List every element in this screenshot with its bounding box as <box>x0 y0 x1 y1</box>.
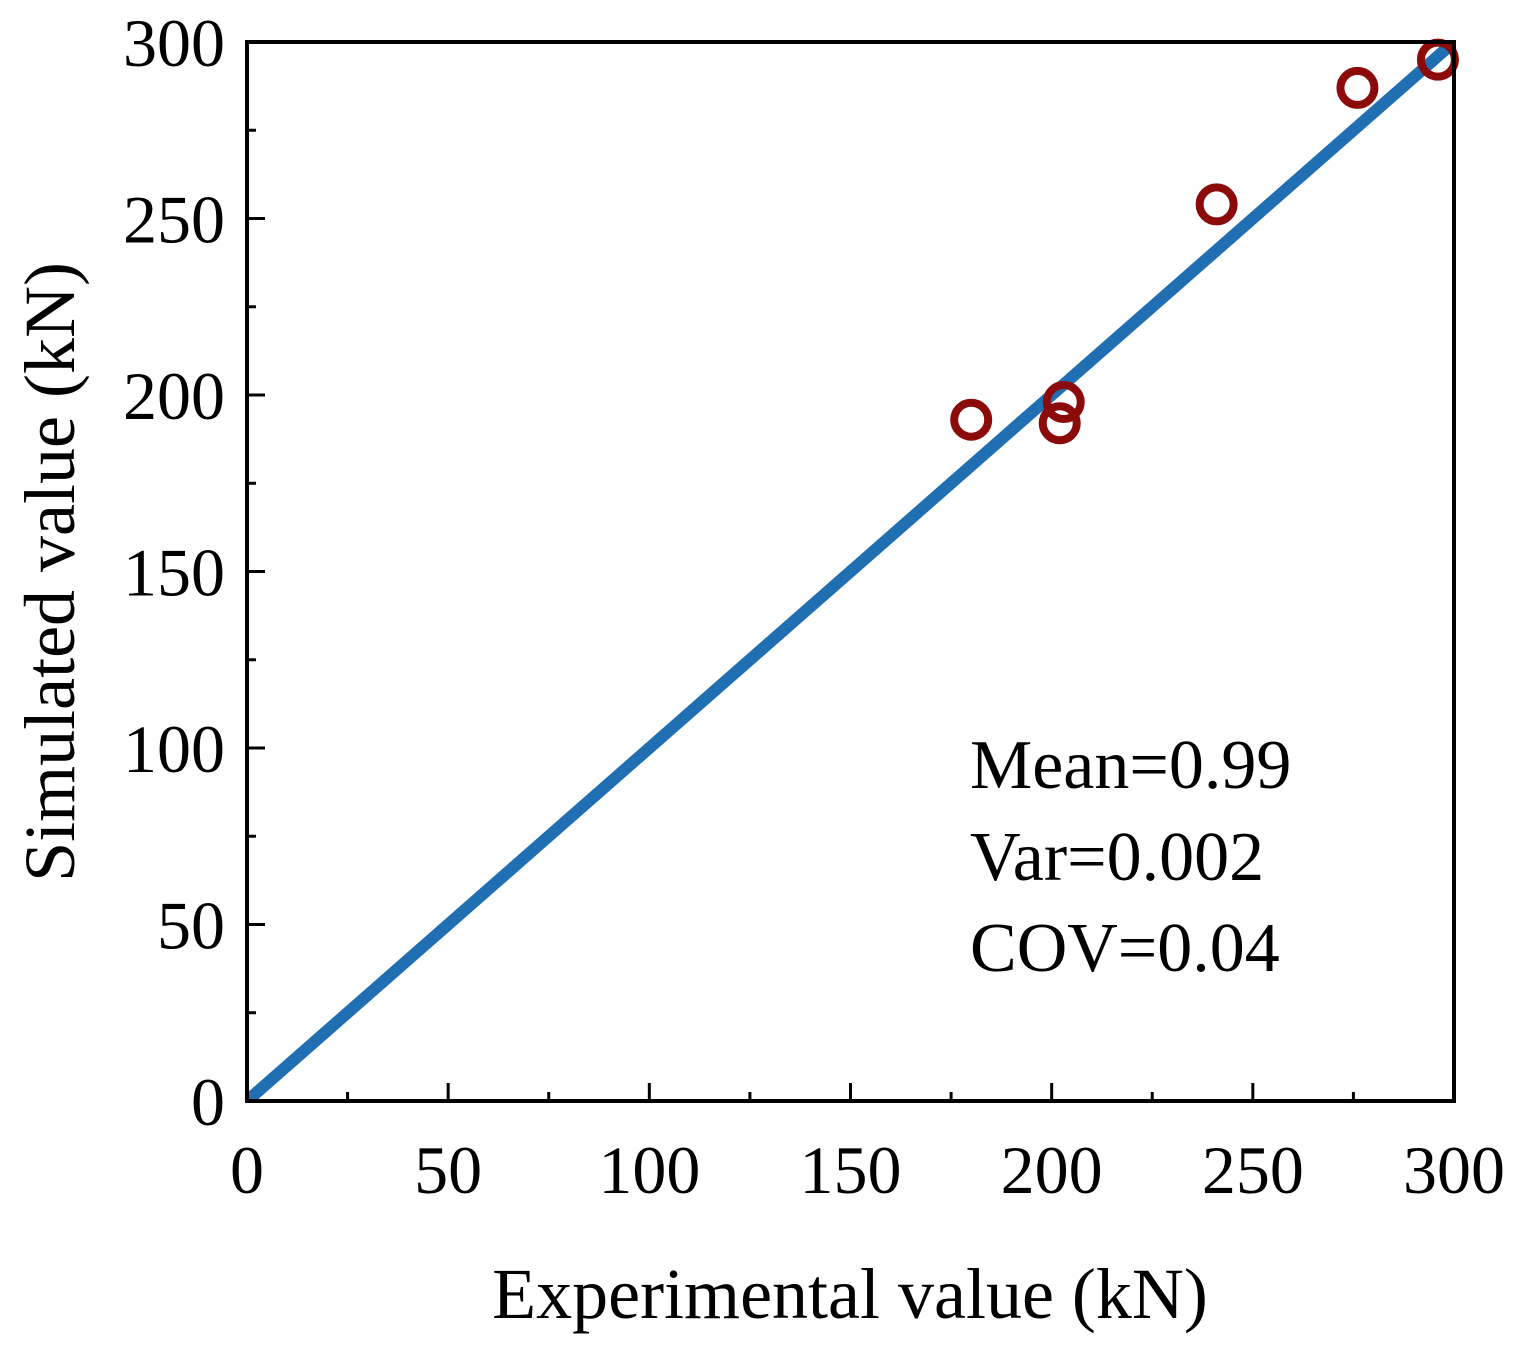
x-tick-label: 300 <box>1403 1132 1505 1208</box>
y-tick-label: 0 <box>191 1064 225 1140</box>
scatter-point <box>1042 381 1085 424</box>
plot-layer: 0 50 100 150 200 250 300 0 50 100 150 200 250 300 <box>123 5 1505 1208</box>
stat-mean: Mean=0.99 <box>970 727 1291 804</box>
x-tick-label: 100 <box>598 1132 700 1208</box>
x-axis-title: Experimental value (kN) <box>492 1254 1208 1334</box>
x-tick-label: 150 <box>800 1132 902 1208</box>
x-tick-label: 50 <box>414 1132 482 1208</box>
y-tick-label: 100 <box>123 711 225 787</box>
stats-annotation: Mean=0.99 Var=0.002 COV=0.04 <box>970 727 1291 987</box>
y-tick-label: 200 <box>123 358 225 434</box>
scatter-point <box>1038 402 1081 445</box>
y-tick-label: 150 <box>123 535 225 611</box>
stat-var: Var=0.002 <box>970 819 1264 896</box>
y-tick-label: 250 <box>123 182 225 258</box>
x-tick-label: 200 <box>1001 1132 1103 1208</box>
plot-frame <box>245 40 1456 1103</box>
scatter-point <box>1195 183 1238 226</box>
x-tick-label: 250 <box>1202 1132 1304 1208</box>
y-tick-label: 50 <box>157 888 225 964</box>
y-axis-title: Simulated value (kN) <box>10 262 90 882</box>
scatter-point <box>1336 66 1379 109</box>
reference-line <box>247 42 1454 1101</box>
x-tick-label: 0 <box>230 1132 264 1208</box>
stat-cov: COV=0.04 <box>970 910 1280 987</box>
scatter-point <box>950 398 993 441</box>
y-tick-label: 300 <box>123 5 225 81</box>
